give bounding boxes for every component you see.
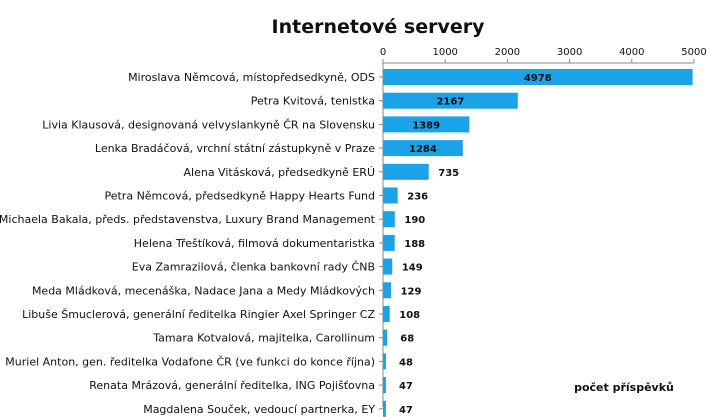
- bar: [383, 282, 392, 299]
- value-label: 47: [399, 381, 413, 392]
- x-tick-label: 4000: [619, 47, 644, 58]
- category-label: Livia Klausová, designovaná velvyslankyn…: [42, 118, 375, 131]
- category-label: Helena Třeštíková, filmová dokumentarist…: [134, 237, 375, 250]
- category-label: Petra Kvitová, tenistka: [251, 95, 375, 108]
- value-label: 236: [407, 192, 428, 203]
- category-label: Magdalena Souček, vedoucí partnerka, EY: [143, 403, 375, 416]
- value-label: 1284: [409, 144, 437, 155]
- bar: [383, 400, 386, 417]
- bars: 4978 2167 1389 1284 735 236 190 188 149 129 108 68 4…: [383, 69, 693, 417]
- value-label: 2167: [436, 97, 464, 108]
- bar: [383, 234, 395, 251]
- value-label: 149: [402, 263, 423, 274]
- category-label: Michaela Bakala, předs. představenstva, …: [0, 213, 376, 226]
- bar: [383, 69, 693, 85]
- bar: [383, 258, 393, 275]
- x-tick-label: 5000: [681, 47, 706, 58]
- bar: [383, 92, 518, 109]
- bar: [383, 377, 386, 394]
- value-label: 735: [438, 168, 459, 179]
- bar: [383, 353, 386, 370]
- x-tick-label: 3000: [557, 47, 582, 58]
- value-label: 190: [404, 215, 425, 226]
- value-label: 108: [399, 310, 420, 321]
- category-label: Alena Vitásková, předsedkyně ERÚ: [184, 166, 376, 179]
- value-label: 47: [399, 405, 413, 416]
- x-tick-label: 0: [380, 47, 386, 58]
- category-label: Miroslava Němcová, místopředsedkyně, ODS: [128, 71, 375, 84]
- bar: [383, 163, 429, 180]
- x-tick-label: 2000: [495, 47, 520, 58]
- category-label: Renata Mrázová, generální ředitelka, ING…: [89, 379, 375, 392]
- category-label: Tamara Kotvalová, majitelka, Carollinum: [152, 332, 375, 345]
- bar: [383, 187, 398, 204]
- value-label: 188: [404, 239, 425, 250]
- category-label: Muriel Anton, gen. ředitelka Vodafone ČR…: [5, 355, 375, 368]
- category-label: Libuše Šmuclerová, generální ředitelka R…: [22, 308, 375, 321]
- x-tick-label: 1000: [432, 47, 457, 58]
- annotation-box: [565, 376, 683, 398]
- category-labels: Miroslava Němcová, místopředsedkyně, ODS…: [0, 71, 376, 416]
- category-label: Petra Němcová, předsedkyně Happy Hearts …: [104, 190, 375, 203]
- bar: [383, 116, 470, 133]
- value-label: 1389: [412, 120, 440, 131]
- value-label: 68: [400, 334, 414, 345]
- bar: [383, 306, 390, 322]
- category-label: Eva Zamrazilová, členka bankovní rady ČN…: [132, 261, 375, 274]
- annotation-label: počet příspěvků: [574, 381, 674, 394]
- value-label: 4978: [524, 73, 552, 84]
- category-label: Meda Mládková, mecenáška, Nadace Jana a …: [32, 284, 375, 297]
- value-label: 129: [401, 286, 422, 297]
- value-label: 48: [399, 357, 413, 368]
- bar: [383, 211, 395, 228]
- category-label: Lenka Bradáčová, vrchní státní zástupkyn…: [95, 142, 375, 155]
- bar: [383, 140, 463, 157]
- bar: [383, 329, 388, 346]
- chart-title: Internetové servery: [272, 16, 486, 38]
